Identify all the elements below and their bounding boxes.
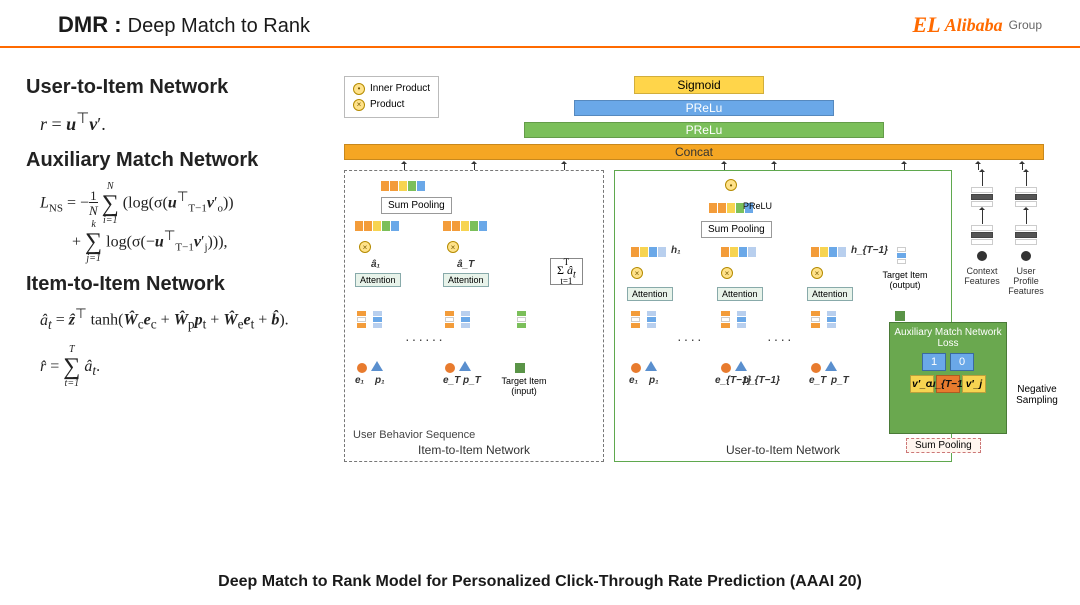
u2i-attn: Attention [627,287,673,301]
i2i-attn-2: Attention [443,273,489,287]
aux-loss-box: Auxiliary Match Network Loss 1 0 v′_o u_… [889,322,1007,434]
architecture-diagram: • Inner Product × Product Sigmoid PReLu PR… [344,76,1060,506]
profile-features: User Profile Features [1008,170,1044,297]
ellipsis: ······ [405,331,445,347]
product-node: × [447,241,459,253]
title-main: DMR : [58,12,122,37]
i2i-network: Sum Pooling × × â₁ â_T Attention Attenti… [344,170,604,462]
inner-product-icon: • [353,83,365,95]
aux-vectors: v′_o u_{T−1} v′_j [890,375,1006,393]
legend-inner: Inner Product [370,81,430,97]
target-input-label: Target Item (input) [499,377,549,397]
section-i2i: Item-to-Item Network [26,273,336,296]
u2i-prelu-label: PReLU [743,201,772,211]
header: DMR : Deep Match to Rank EL Alibaba Grou… [0,0,1080,48]
product-node: × [359,241,371,253]
layer-prelu-2: PReLu [524,122,884,138]
eq-u2i: r = u⊤v′. [26,105,336,149]
u2i-title: User-to-Item Network [615,443,951,457]
logo: EL Alibaba Group [913,12,1043,38]
context-features: Context Features [964,170,1000,287]
product-icon: × [353,99,365,111]
body: User-to-Item Network r = u⊤v′. Auxiliary… [0,48,1080,506]
i2i-attn-1: Attention [355,273,401,287]
i2i-title: Item-to-Item Network [345,443,603,457]
eq-aux: LNS = −1N N∑i=1 (log(σ(u⊤T−1v′o)) + k∑j=… [26,178,336,273]
layer-concat: Concat [344,144,1044,160]
legend: • Inner Product × Product [344,76,439,118]
layer-sigmoid: Sigmoid [634,76,764,94]
i2i-pool-blocks [381,181,425,191]
u2i-sum-pool: Sum Pooling [701,221,772,238]
u2i-attn: Attention [807,287,853,301]
aux-title: Auxiliary Match Network Loss [890,323,1006,349]
section-u2i: User-to-Item Network [26,76,336,99]
citation-text: Deep Match to Rank Model for Personalize… [218,573,785,590]
sigma-sum-box: T Σ ât t=1 [550,258,583,285]
ubs-label: User Behavior Sequence [353,429,475,441]
eq-i2i-1: ât = ẑ⊤ tanh(Ŵcec + Ŵppt + Ŵeet + b̂). [26,302,336,347]
target-output-label: Target Item (output) [877,271,933,291]
a1-label: â₁ [371,259,380,270]
i2i-sum-pool: Sum Pooling [381,197,452,214]
citation-venue: (AAAI 20) [790,573,862,590]
eq-i2i-2: r̂ = T∑t=1 ât. [26,347,336,399]
neg-sampling-label: Negative Sampling [1012,384,1062,406]
aux-labels-10: 1 0 [890,353,1006,371]
logo-suffix: Group [1009,18,1042,32]
logo-mark-icon: EL [913,12,941,38]
formula-column: User-to-Item Network r = u⊤v′. Auxiliary… [26,76,336,506]
aux-sum-pool: Sum Pooling [906,438,981,453]
title-sub: Deep Match to Rank [128,15,310,37]
section-aux: Auxiliary Match Network [26,149,336,172]
inner-product-node: • [725,179,737,191]
page-title: DMR : Deep Match to Rank [58,12,310,38]
legend-prod: Product [370,97,404,113]
aT-label: â_T [457,259,474,270]
citation: Deep Match to Rank Model for Personalize… [0,573,1080,591]
u2i-attn: Attention [717,287,763,301]
logo-name: Alibaba [945,15,1003,36]
layer-prelu-1: PReLu [574,100,834,116]
